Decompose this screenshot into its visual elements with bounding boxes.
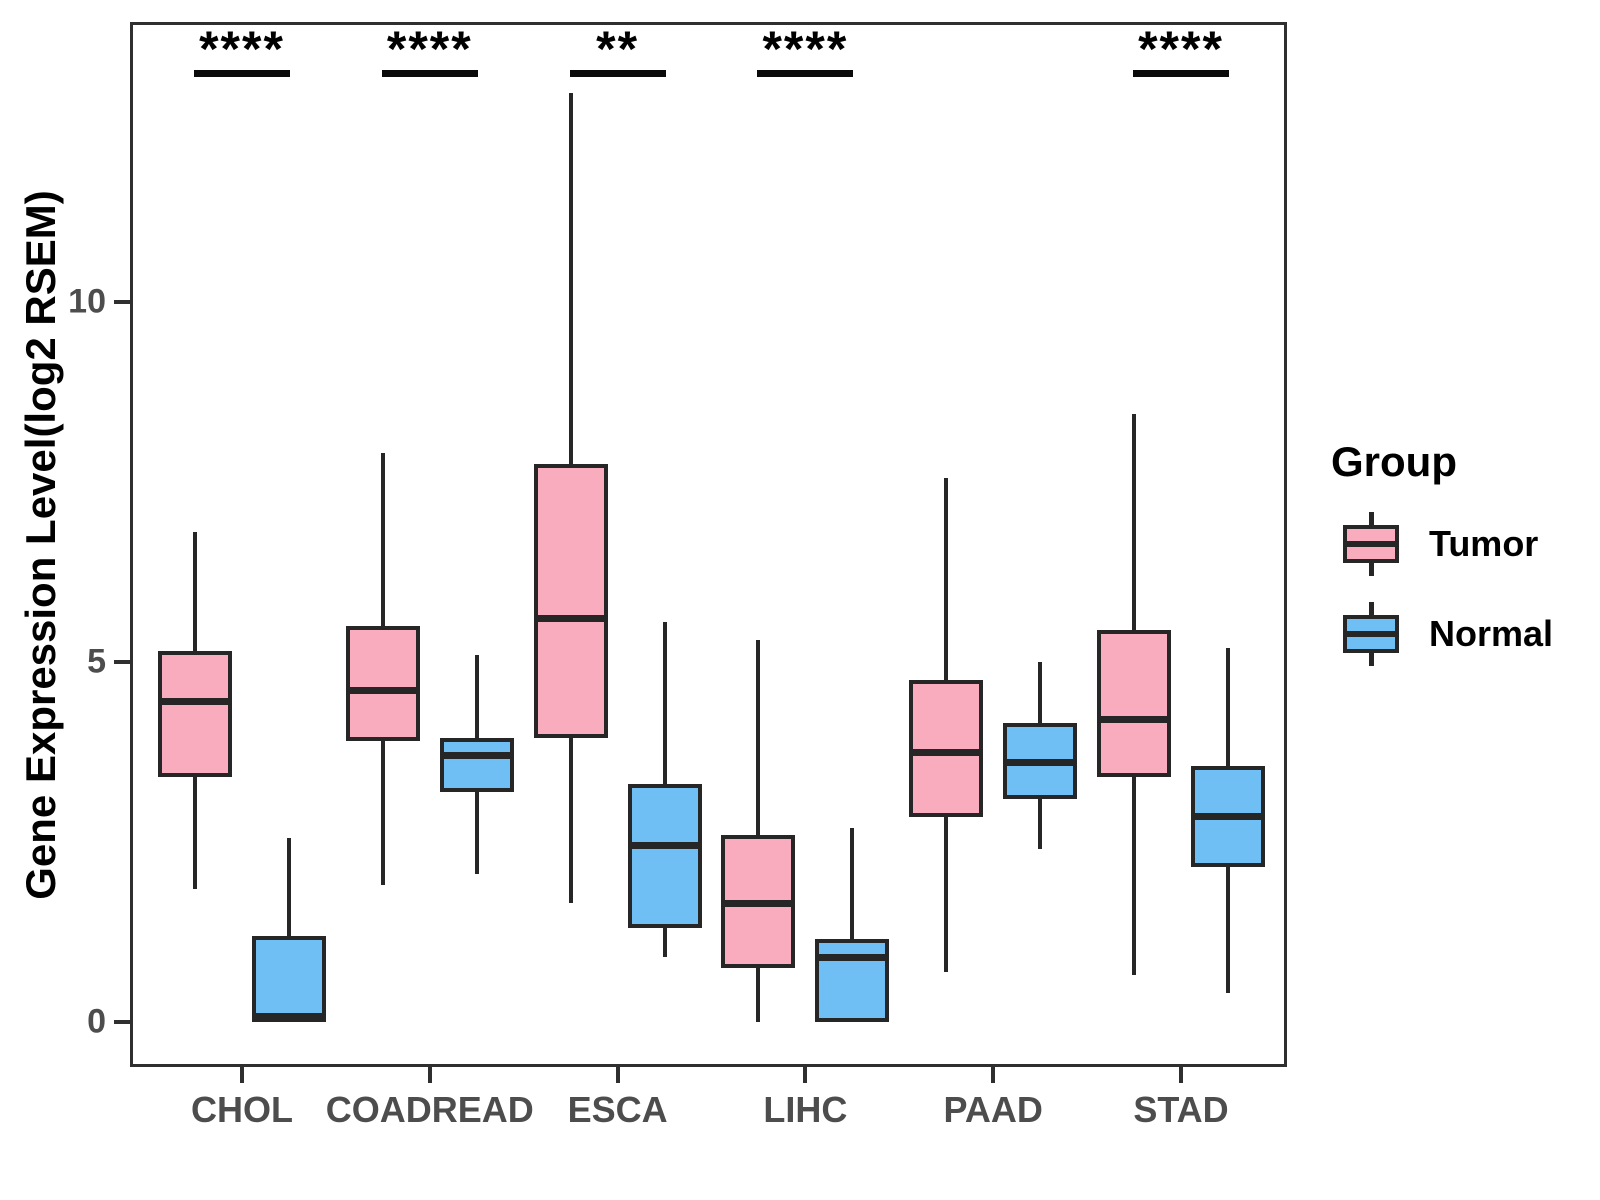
- x-tick-mark-LIHC: [803, 1067, 808, 1083]
- box-Normal-COADREAD: [439, 737, 514, 792]
- box-Normal-LIHC: [815, 939, 890, 1022]
- legend-label-Normal: Normal: [1429, 613, 1554, 654]
- significance-bar-COADREAD: [381, 70, 478, 77]
- legend: Group Tumor Normal: [1325, 438, 1553, 666]
- x-tick-mark-COADREAD: [427, 1067, 432, 1083]
- median-Normal-COADREAD: [439, 752, 514, 760]
- y-tick-label-10: 10: [68, 282, 106, 321]
- significance-bar-ESCA: [569, 70, 666, 77]
- y-tick-mark-0: [114, 1020, 130, 1024]
- x-tick-label-LIHC: LIHC: [763, 1089, 848, 1130]
- x-tick-label-CHOL: CHOL: [191, 1089, 293, 1130]
- significance-bar-STAD: [1133, 70, 1229, 77]
- significance-bar-LIHC: [757, 70, 854, 77]
- x-tick-mark-CHOL: [240, 1067, 244, 1083]
- y-tick-mark-10: [114, 300, 130, 304]
- box-Tumor-CHOL: [158, 651, 232, 778]
- box-Tumor-ESCA: [533, 464, 608, 738]
- box-Tumor-STAD: [1097, 629, 1171, 778]
- median-Tumor-LIHC: [721, 899, 796, 907]
- legend-key-boxplot-icon-Tumor: [1339, 512, 1403, 576]
- y-tick-mark-5: [114, 660, 130, 664]
- median-Normal-CHOL: [252, 1013, 326, 1021]
- median-Normal-PAAD: [1003, 759, 1078, 767]
- median-Tumor-PAAD: [909, 748, 984, 756]
- significance-bar-CHOL: [194, 70, 290, 77]
- whisker-Tumor-LIHC: [756, 640, 761, 1022]
- x-tick-label-ESCA: ESCA: [567, 1089, 668, 1130]
- x-tick-mark-PAAD: [991, 1067, 996, 1083]
- x-tick-mark-STAD: [1179, 1067, 1183, 1083]
- x-tick-label-COADREAD: COADREAD: [325, 1089, 534, 1130]
- median-Normal-ESCA: [627, 842, 702, 850]
- whisker-Normal-LIHC: [850, 827, 855, 1022]
- significance-stars-STAD: ****: [1138, 21, 1224, 77]
- whisker-Normal-CHOL: [287, 838, 291, 1022]
- legend-key-boxplot-icon-Normal: [1339, 602, 1403, 666]
- box-Tumor-PAAD: [909, 680, 984, 817]
- significance-stars-ESCA: **: [596, 21, 640, 77]
- legend-entries: Tumor Normal: [1325, 512, 1553, 666]
- legend-key-median: [1343, 541, 1399, 547]
- box-Tumor-COADREAD: [345, 626, 420, 742]
- median-Normal-LIHC: [815, 953, 890, 961]
- x-tick-mark-ESCA: [615, 1067, 620, 1083]
- y-tick-label-0: 0: [87, 1002, 106, 1041]
- significance-stars-CHOL: ****: [199, 21, 285, 77]
- legend-label-Tumor: Tumor: [1429, 523, 1539, 564]
- legend-entry-Tumor: Tumor: [1325, 512, 1553, 576]
- significance-stars-COADREAD: ****: [386, 21, 473, 77]
- box-Normal-ESCA: [627, 784, 702, 929]
- median-Tumor-CHOL: [158, 698, 232, 706]
- box-Normal-CHOL: [252, 935, 326, 1022]
- median-Normal-STAD: [1191, 813, 1265, 821]
- y-tick-label-5: 5: [87, 642, 106, 681]
- legend-key-median: [1343, 631, 1399, 637]
- legend-title: Group: [1331, 438, 1457, 485]
- x-tick-label-STAD: STAD: [1133, 1089, 1229, 1130]
- median-Tumor-STAD: [1097, 716, 1171, 724]
- legend-entry-Normal: Normal: [1325, 602, 1553, 666]
- plot-panel: [130, 22, 1287, 1067]
- x-tick-label-PAAD: PAAD: [943, 1089, 1043, 1130]
- median-Tumor-ESCA: [533, 615, 608, 623]
- significance-stars-LIHC: ****: [762, 21, 849, 77]
- median-Tumor-COADREAD: [345, 687, 420, 695]
